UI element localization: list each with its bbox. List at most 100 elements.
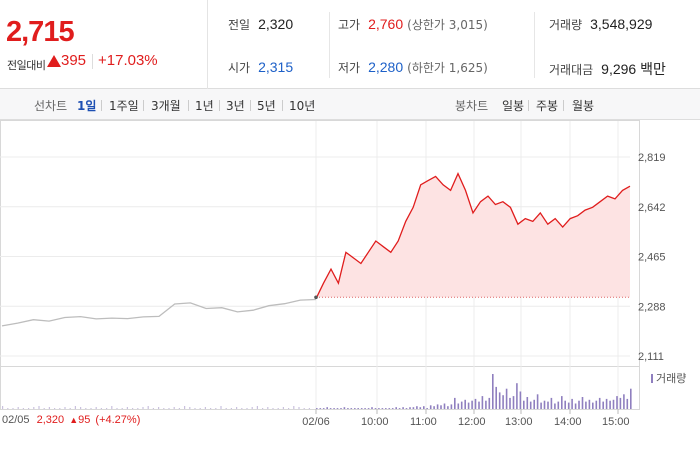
volume-bar bbox=[95, 407, 97, 409]
volume-bar bbox=[116, 408, 118, 409]
volume-bar bbox=[111, 406, 113, 409]
volume-bar bbox=[478, 401, 480, 409]
volume-bar bbox=[354, 408, 356, 409]
volume-bar bbox=[230, 408, 232, 409]
volume-bar bbox=[288, 408, 290, 409]
volume-bar bbox=[357, 408, 359, 409]
volume-bar bbox=[612, 399, 615, 409]
tab-1year[interactable]: 1년 bbox=[195, 99, 214, 113]
volume-bar bbox=[440, 405, 442, 409]
volume-bar bbox=[74, 406, 76, 409]
volume-bar bbox=[623, 394, 625, 409]
tab-10years[interactable]: 10년 bbox=[289, 99, 316, 113]
stat-value: 2,320 bbox=[258, 16, 294, 32]
tab-3years[interactable]: 3년 bbox=[226, 99, 245, 113]
volume-bar bbox=[605, 398, 608, 409]
volume-bar bbox=[540, 402, 542, 409]
x-tick-label: 02/06 bbox=[302, 416, 330, 428]
volume-bar bbox=[502, 395, 504, 409]
tab-monthly-candle[interactable]: 월봉 bbox=[572, 99, 595, 113]
volume-bar bbox=[194, 408, 196, 409]
volume-bar bbox=[381, 408, 384, 409]
divider bbox=[282, 100, 283, 111]
chart-frame bbox=[0, 120, 640, 410]
stat-prev-close: 전일 2,320 bbox=[228, 16, 293, 33]
volume-bar bbox=[547, 401, 549, 409]
volume-bar bbox=[543, 400, 546, 409]
volume-bar bbox=[28, 408, 30, 409]
volume-bar bbox=[471, 400, 473, 409]
volume-bar bbox=[567, 402, 570, 409]
volume-bar bbox=[564, 400, 566, 409]
volume-bar bbox=[2, 406, 4, 409]
stat-label: 고가 bbox=[338, 18, 361, 32]
volume-bar bbox=[236, 407, 238, 409]
volume-bar bbox=[571, 398, 573, 409]
volume-bar bbox=[533, 399, 535, 409]
volume-bar bbox=[592, 402, 594, 409]
volume-bar bbox=[322, 408, 325, 409]
volume-bar bbox=[454, 397, 456, 409]
divider bbox=[143, 100, 144, 111]
tab-weekly-candle[interactable]: 주봉 bbox=[536, 99, 559, 113]
tab-5years[interactable]: 5년 bbox=[257, 99, 276, 113]
x-tick-label: 15:00 bbox=[602, 416, 630, 428]
volume-bar bbox=[142, 407, 144, 409]
volume-bar bbox=[189, 407, 191, 409]
prev-day-summary: 02/05 2,320 ▲95 (+4.27%) bbox=[2, 414, 140, 426]
y-tick-label: 2,465 bbox=[638, 252, 666, 264]
divider bbox=[250, 100, 251, 111]
stat-label: 거래대금 bbox=[549, 63, 594, 77]
volume-bar bbox=[488, 397, 491, 409]
volume-bar bbox=[262, 408, 264, 409]
volume-bar bbox=[402, 407, 404, 409]
volume-bar bbox=[581, 397, 584, 409]
volume-bar bbox=[460, 401, 463, 409]
volume-bar bbox=[100, 408, 102, 409]
volume-bar bbox=[398, 408, 401, 409]
tab-1week[interactable]: 1주일 bbox=[109, 99, 139, 113]
current-price: 2,715 bbox=[6, 16, 75, 48]
candle-chart-caption: 봉차트 bbox=[455, 99, 489, 113]
volume-bar bbox=[12, 408, 14, 409]
volume-bar bbox=[419, 407, 422, 409]
volume-bar bbox=[33, 407, 35, 409]
series-today-area bbox=[316, 173, 630, 299]
volume-bar bbox=[588, 399, 591, 409]
volume-bar bbox=[7, 408, 9, 409]
tab-1day[interactable]: 1일 bbox=[77, 99, 97, 113]
volume-bar bbox=[457, 403, 460, 409]
volume-bar bbox=[329, 408, 332, 409]
stat-value: 3,548,929 bbox=[590, 16, 653, 32]
volume-bar bbox=[106, 408, 108, 409]
tab-daily-candle[interactable]: 일봉 bbox=[502, 99, 525, 113]
volume-bar bbox=[374, 408, 377, 409]
chart-period-tabs: 선차트 1일 1주일 3개월 1년 3년 5년 10년 봉차트 일봉 주봉 월봉 bbox=[0, 89, 700, 120]
volume-bar bbox=[293, 406, 295, 409]
stat-value: 2,315 bbox=[258, 59, 294, 75]
volume-bar bbox=[412, 407, 415, 409]
volume-bar bbox=[557, 401, 560, 409]
volume-bar bbox=[43, 408, 45, 409]
volume-bar bbox=[199, 408, 201, 409]
volume-bar bbox=[336, 408, 339, 409]
stat-low: 저가 2,280 (하한가 1,625) bbox=[338, 59, 488, 76]
volume-bar bbox=[498, 392, 501, 409]
volume-bar bbox=[585, 401, 587, 409]
volume-bar bbox=[210, 408, 212, 409]
volume-bar bbox=[347, 408, 349, 409]
volume-bar bbox=[529, 401, 532, 409]
y-tick-label: 2,288 bbox=[638, 301, 666, 313]
stat-label: 시가 bbox=[228, 61, 251, 75]
volume-bar bbox=[85, 408, 87, 409]
volume-bar bbox=[385, 408, 387, 409]
stat-open: 시가 2,315 bbox=[228, 59, 293, 76]
volume-bar bbox=[492, 374, 494, 409]
line-chart-caption: 선차트 bbox=[34, 99, 68, 113]
volume-bar bbox=[168, 408, 170, 409]
volume-bar bbox=[578, 400, 580, 409]
tab-3months[interactable]: 3개월 bbox=[151, 99, 181, 113]
volume-bar bbox=[481, 396, 484, 409]
volume-bar bbox=[436, 404, 439, 409]
volume-bar bbox=[505, 388, 508, 409]
